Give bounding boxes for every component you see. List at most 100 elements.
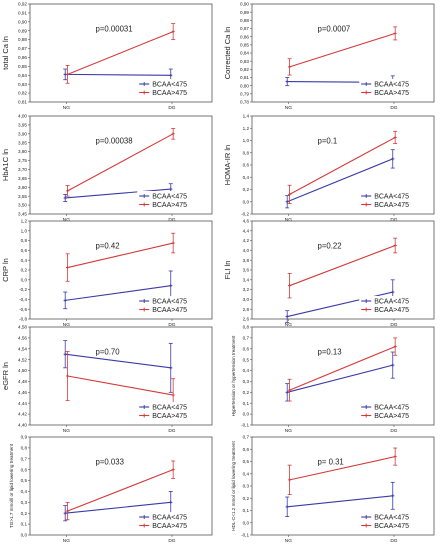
y-tick-label: 0,88 bbox=[240, 18, 249, 23]
y-tick-label: 4,42 bbox=[18, 412, 27, 417]
chart-panel: -0,1 0,0 0,1 0,2 0,3 0,4 0,5 0,6 0,7 0,8 NG DG Hyper… bbox=[231, 325, 435, 434]
y-tick-label: 3,4 bbox=[243, 277, 250, 282]
y-tick-label: 0,8 bbox=[243, 150, 250, 155]
chart-panel: 2,6 2,8 3,0 3,2 3,4 3,6 3,8 4,0 4,2 4,4 4,6 NG DG FLI… bbox=[223, 219, 435, 328]
series-line bbox=[289, 136, 396, 195]
y-tick-label: -0,2 bbox=[19, 287, 27, 292]
series-line bbox=[65, 501, 171, 514]
y-tick-label: -0,8 bbox=[19, 317, 27, 322]
x-tick-label: NG bbox=[285, 105, 292, 111]
series-line bbox=[67, 469, 174, 512]
series-line bbox=[65, 73, 171, 76]
y-axis-label: HbA1C ln bbox=[1, 149, 10, 181]
series-line bbox=[65, 188, 171, 199]
y-tick-label: 0,1 bbox=[21, 522, 28, 527]
y-tick-label: 4,2 bbox=[243, 238, 250, 243]
y-tick-label: 3,70 bbox=[18, 167, 27, 172]
chart-panel: 0,78 0,79 0,80 0,81 0,82 0,83 0,84 0,85 0,86 0,87… bbox=[223, 2, 435, 111]
legend-label: BCAA>475 bbox=[374, 90, 409, 97]
p-value-label: p=0.0007 bbox=[318, 24, 351, 33]
y-tick-label: -0,4 bbox=[19, 297, 27, 302]
y-tick-label: 4,00 bbox=[18, 114, 27, 119]
legend-label: BCAA>475 bbox=[152, 202, 187, 209]
y-tick-label: 3,0 bbox=[243, 297, 250, 302]
y-tick-label: 0,90 bbox=[240, 2, 249, 7]
legend-label: BCAA<475 bbox=[374, 404, 409, 411]
y-tick-label: 4,40 bbox=[18, 423, 27, 428]
series-line bbox=[65, 285, 171, 301]
legend-label: BCAA>475 bbox=[152, 413, 187, 420]
y-tick-label: 0,4 bbox=[243, 471, 250, 476]
y-tick-label: 0,87 bbox=[240, 26, 249, 31]
y-tick-label: 0,1 bbox=[243, 508, 250, 513]
y-tick-label: 2,8 bbox=[243, 307, 250, 312]
y-tick-label: 3,65 bbox=[18, 176, 27, 181]
legend-label: BCAA>475 bbox=[374, 413, 409, 420]
y-tick-label: 0,84 bbox=[240, 51, 249, 56]
y-tick-label: 4,0 bbox=[243, 248, 250, 253]
y-tick-label: 0,6 bbox=[21, 248, 28, 253]
y-tick-label: 4,54 bbox=[18, 346, 27, 351]
series-line bbox=[65, 353, 171, 369]
y-tick-label: 0,81 bbox=[240, 75, 249, 80]
legend-label: BCAA<475 bbox=[152, 81, 187, 88]
legend-box bbox=[137, 191, 208, 209]
y-tick-label: 3,75 bbox=[18, 158, 27, 163]
y-tick-label: 0,6 bbox=[21, 467, 28, 472]
y-tick-label: 0,84 bbox=[18, 73, 27, 78]
p-value-label: p=0.42 bbox=[96, 241, 120, 250]
series-line bbox=[287, 364, 393, 393]
legend-box bbox=[137, 296, 208, 314]
y-axis-label: Corrected Ca ln bbox=[223, 27, 232, 80]
p-value-label: p=0.00031 bbox=[96, 24, 133, 33]
x-tick-label: NG bbox=[285, 217, 292, 223]
y-tick-label: 3,50 bbox=[18, 203, 27, 208]
series-line bbox=[286, 158, 393, 203]
legend-box bbox=[359, 512, 430, 530]
y-tick-label: 0,1 bbox=[243, 401, 250, 406]
legend-label: BCAA>475 bbox=[152, 90, 187, 97]
y-tick-label: 4,52 bbox=[18, 357, 27, 362]
x-tick-label: DG bbox=[390, 428, 397, 434]
x-tick-label: NG bbox=[63, 105, 70, 111]
y-axis-label: Hypertension or hypertension treatment bbox=[231, 335, 236, 416]
x-tick-label: NG bbox=[285, 538, 292, 544]
x-tick-label: DG bbox=[390, 538, 397, 544]
legend-label: BCAA>475 bbox=[374, 202, 409, 209]
y-tick-label: 1,4 bbox=[243, 114, 250, 119]
legend-label: BCAA>475 bbox=[152, 523, 187, 530]
y-tick-label: 0,85 bbox=[240, 42, 249, 47]
y-tick-label: 1,2 bbox=[243, 126, 250, 131]
y-tick-label: 0,82 bbox=[18, 91, 27, 96]
y-tick-label: 4,44 bbox=[18, 401, 27, 406]
y-axis-label: CRP ln bbox=[1, 258, 10, 282]
y-tick-label: -0,1 bbox=[241, 423, 249, 428]
chart-panel: -0,8 -0,6 -0,4 -0,2 0,0 0,2 0,4 0,6 0,8 1,0 1,2 NG D… bbox=[1, 219, 213, 328]
x-tick-label: DG bbox=[168, 428, 175, 434]
y-tick-label: -0,1 bbox=[241, 533, 249, 538]
y-tick-label: 0,4 bbox=[21, 258, 28, 263]
y-tick-label: 4,58 bbox=[18, 325, 27, 330]
y-tick-label: 4,4 bbox=[243, 228, 250, 233]
p-value-label: p=0.13 bbox=[318, 347, 342, 356]
legend-box bbox=[359, 191, 430, 209]
x-tick-label: NG bbox=[63, 538, 70, 544]
legend-box bbox=[359, 79, 430, 97]
y-tick-label: 3,2 bbox=[243, 287, 250, 292]
x-tick-label: NG bbox=[63, 428, 70, 434]
y-tick-label: 0,2 bbox=[243, 390, 250, 395]
y-tick-label: 0,79 bbox=[240, 91, 249, 96]
series-line bbox=[67, 375, 174, 396]
y-tick-label: 0,0 bbox=[243, 520, 250, 525]
y-tick-label: 0,3 bbox=[243, 484, 250, 489]
x-tick-label: DG bbox=[168, 322, 175, 328]
p-value-label: p= 0.31 bbox=[318, 457, 344, 466]
series-line bbox=[67, 242, 174, 269]
x-tick-label: DG bbox=[168, 105, 175, 111]
y-tick-label: 0,83 bbox=[18, 82, 27, 87]
chart-panel: 0,0 0,1 0,2 0,3 0,4 0,5 0,6 0,7 0,8 0,9 NG DG TG>1.7… bbox=[9, 435, 213, 544]
y-tick-label: 1,2 bbox=[21, 219, 28, 224]
y-tick-label: 0,80 bbox=[240, 83, 249, 88]
y-tick-label: 0,4 bbox=[21, 489, 28, 494]
y-tick-label: 4,50 bbox=[18, 368, 27, 373]
